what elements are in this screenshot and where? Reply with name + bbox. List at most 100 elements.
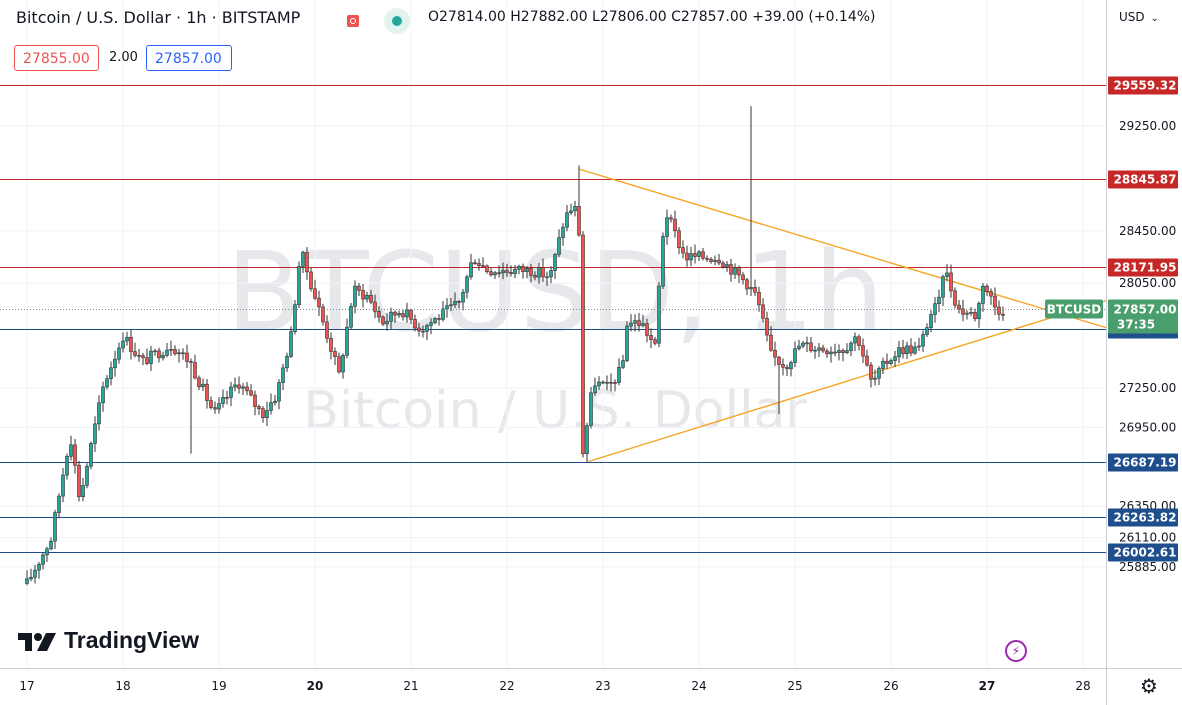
- level-tag: [1108, 453, 1178, 472]
- x-tick-label: 20: [307, 679, 324, 693]
- chevron-down-icon: ⌄: [1150, 13, 1159, 24]
- candle-body: [849, 342, 853, 351]
- candle-body: [53, 512, 57, 542]
- candle-body: [949, 272, 953, 292]
- candle-body: [737, 267, 741, 276]
- x-tick-label: 28: [1075, 679, 1090, 693]
- candle-body: [749, 287, 753, 290]
- candle-body: [349, 305, 353, 328]
- candle-body: [101, 386, 105, 404]
- candle-body: [145, 357, 149, 364]
- candle-body: [929, 314, 933, 328]
- symbol-tag: [1045, 299, 1103, 319]
- candle-body: [565, 212, 569, 228]
- candle-body: [481, 265, 485, 267]
- candle-body: [609, 381, 613, 384]
- candle-body: [149, 350, 153, 364]
- candle-body: [637, 320, 641, 326]
- candle-body: [909, 345, 913, 354]
- candle-body: [381, 316, 385, 325]
- candle-body: [829, 351, 833, 355]
- candle-body: [965, 312, 969, 315]
- candle-body: [301, 252, 305, 267]
- candle-body: [957, 304, 961, 310]
- candle-body: [513, 269, 517, 274]
- x-tick-label: 26: [883, 679, 898, 693]
- candle-body: [229, 386, 233, 398]
- candle-body: [197, 377, 201, 388]
- x-tick-label: 24: [691, 679, 706, 693]
- x-tick-label: 19: [211, 679, 226, 693]
- candle-body: [213, 407, 217, 410]
- candle-body: [953, 290, 957, 306]
- y-tick-label: 26950.00: [1119, 420, 1176, 434]
- candle-body: [81, 485, 85, 498]
- candle-body: [161, 354, 165, 359]
- trendline-upper[interactable]: [578, 168, 1107, 329]
- candle-body: [129, 336, 133, 352]
- x-tick-label: 27: [979, 679, 996, 693]
- candle-body: [701, 251, 705, 259]
- candle-body: [165, 349, 169, 356]
- candle-body: [237, 384, 241, 389]
- candle-body: [541, 267, 545, 278]
- candle-body: [969, 311, 973, 314]
- candle-body: [677, 230, 681, 248]
- candle-body: [45, 548, 49, 556]
- symbol-title[interactable]: Bitcoin / U.S. Dollar · 1h · BITSTAMP: [16, 8, 301, 27]
- level-tag: [1108, 170, 1178, 189]
- candle-body: [553, 254, 557, 271]
- candle-body: [569, 210, 573, 214]
- candle-body: [397, 313, 401, 316]
- candle-body: [353, 285, 357, 307]
- x-tick-label: 17: [19, 679, 34, 693]
- x-tick-label: 25: [787, 679, 802, 693]
- candle-body: [505, 270, 509, 273]
- market-status-icon: [347, 15, 359, 27]
- candle-body: [365, 294, 369, 300]
- candle-body: [581, 234, 585, 455]
- candle-body: [537, 267, 541, 278]
- lightning-icon[interactable]: ⚡: [1005, 640, 1027, 662]
- buy-price-button[interactable]: 27857.00: [146, 45, 232, 71]
- candle-body: [49, 540, 53, 550]
- candle-body: [785, 366, 789, 370]
- candle-body: [181, 352, 185, 355]
- level-tag: [1108, 508, 1178, 527]
- candle-body: [769, 334, 773, 351]
- candle-body: [765, 318, 769, 336]
- candle-body: [221, 397, 225, 404]
- gear-icon[interactable]: ⚙: [1140, 674, 1158, 698]
- x-tick-label: 22: [499, 679, 514, 693]
- level-tag-label: 28171.95: [1113, 261, 1176, 275]
- candle-body: [429, 322, 433, 326]
- level-tag: [1108, 258, 1178, 277]
- candle-body: [233, 384, 237, 388]
- candle-body: [249, 390, 253, 396]
- candle-body: [937, 296, 941, 304]
- candle-body: [185, 352, 189, 362]
- candle-body: [425, 325, 429, 332]
- candle-body: [293, 304, 297, 332]
- candle-body: [985, 285, 989, 292]
- candle-body: [901, 347, 905, 354]
- candle-body: [421, 330, 425, 333]
- candle-body: [733, 267, 737, 275]
- candle-body: [193, 362, 197, 379]
- candle-body: [585, 425, 589, 455]
- candle-body: [225, 397, 229, 399]
- candle-body: [329, 338, 333, 352]
- candle-body: [853, 336, 857, 344]
- candle-body: [337, 356, 341, 373]
- candle-body: [945, 272, 949, 277]
- trendline-lower[interactable]: [588, 300, 1107, 463]
- candle-body: [89, 443, 93, 467]
- candle-body: [445, 305, 449, 310]
- level-tag-label: 28845.87: [1113, 173, 1176, 187]
- currency-selector[interactable]: USD ⌄: [1119, 10, 1159, 24]
- candle-body: [741, 274, 745, 281]
- candle-body: [309, 271, 313, 290]
- sell-price-button[interactable]: 27855.00: [14, 45, 99, 71]
